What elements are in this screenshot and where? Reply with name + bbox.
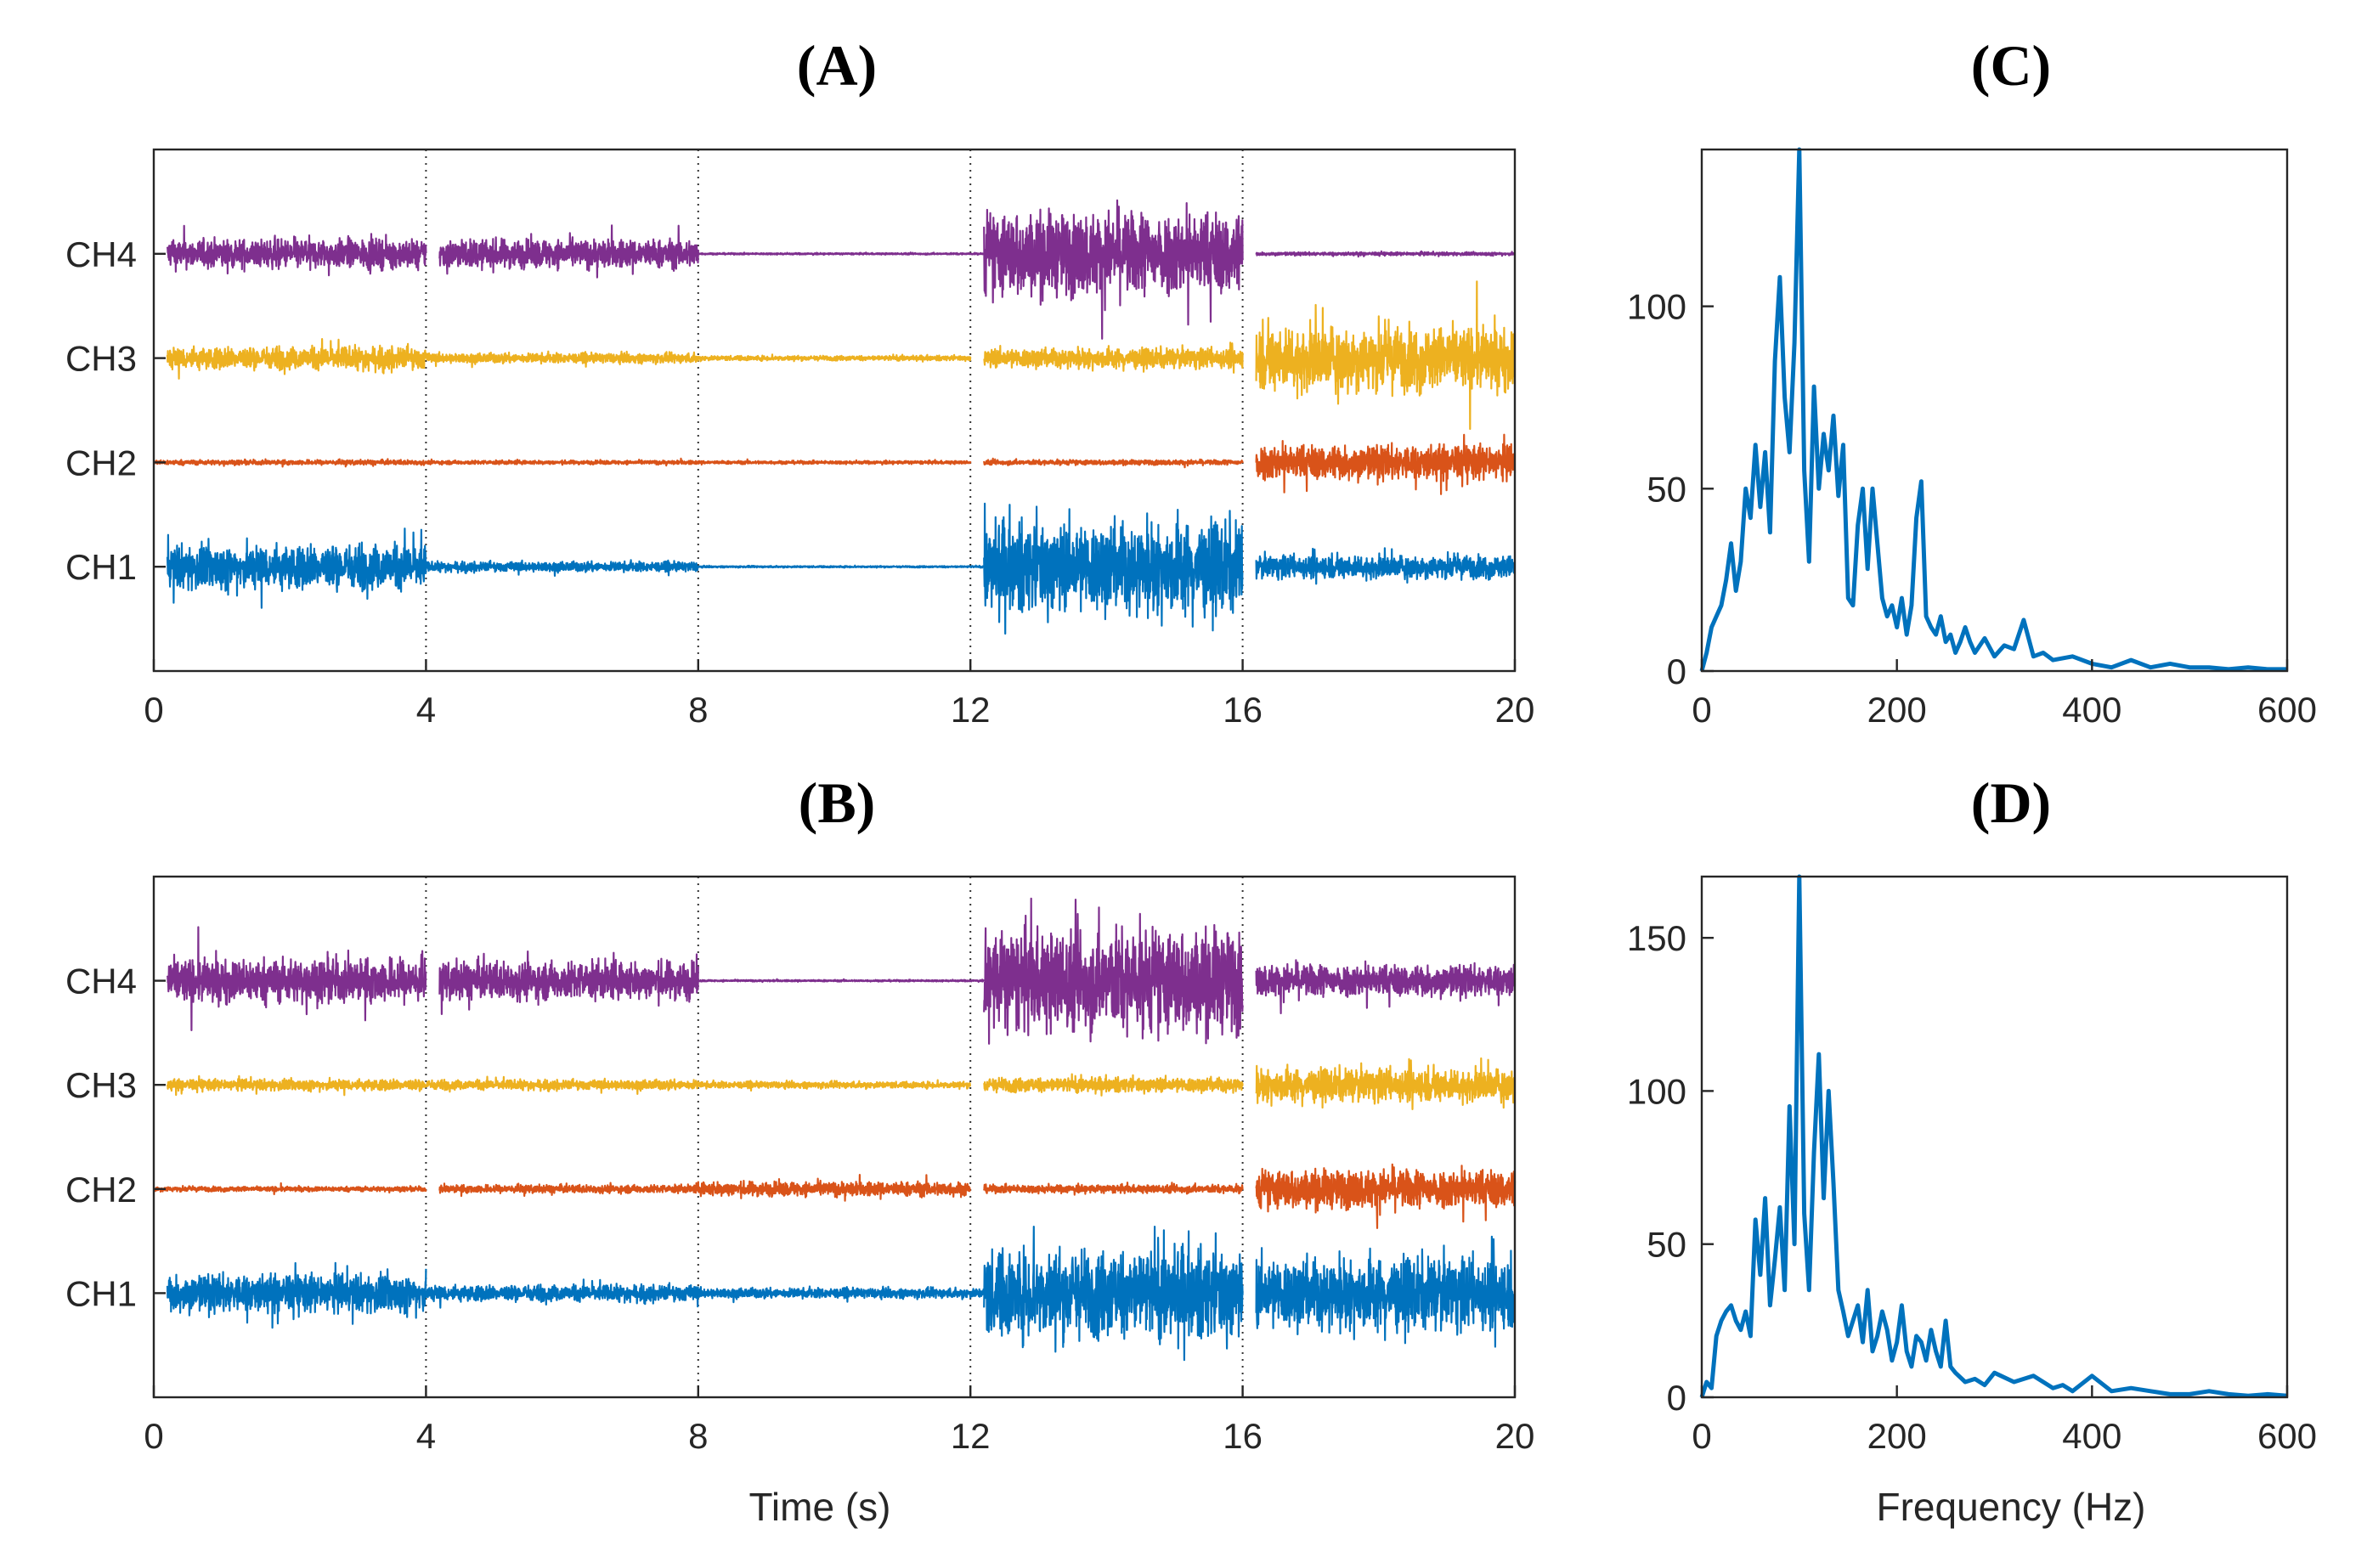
trace-a-ch3 bbox=[166, 280, 1517, 431]
trace-a-ch4 bbox=[166, 199, 1517, 340]
channel-label-b-ch1: CH1 bbox=[65, 1273, 137, 1313]
axes-frame-c bbox=[1700, 148, 2289, 673]
ytick-label-d-0: 0 bbox=[1667, 1378, 1686, 1418]
xtick-label-a-5: 20 bbox=[1495, 690, 1535, 730]
xtick-label-a-1: 4 bbox=[416, 690, 436, 730]
trace-b-ch2 bbox=[153, 1163, 1517, 1229]
xtick-label-a-4: 16 bbox=[1223, 690, 1263, 730]
trace-a-ch1 bbox=[166, 502, 1517, 635]
ytick-label-c-0: 0 bbox=[1667, 651, 1686, 691]
xtick-label-c-2: 400 bbox=[2062, 690, 2121, 730]
xtick-label-a-3: 12 bbox=[951, 690, 991, 730]
ytick-label-c-2: 100 bbox=[1627, 287, 1686, 327]
channel-label-a-ch4: CH4 bbox=[65, 234, 137, 274]
axes-frame-a bbox=[152, 148, 1517, 673]
trace-b-ch1 bbox=[166, 1226, 1516, 1362]
xtick-label-a-0: 0 bbox=[144, 690, 163, 730]
ytick-label-d-1: 50 bbox=[1647, 1225, 1686, 1265]
spectrum-line-c bbox=[1699, 147, 2287, 672]
ytick-label-d-3: 150 bbox=[1627, 918, 1686, 958]
plots-layer: CH4 CH3 CH2 CH1 0 4 8 12 16 20 CH4 CH3 CH2 CH1 0 4 8 12 16… bbox=[65, 147, 2317, 1456]
trace-b-ch3 bbox=[166, 1057, 1517, 1110]
xtick-label-b-0: 0 bbox=[144, 1416, 163, 1456]
xtick-label-b-5: 20 bbox=[1495, 1416, 1535, 1456]
xtick-label-b-4: 16 bbox=[1223, 1416, 1263, 1456]
axes-frame-b bbox=[152, 875, 1517, 1399]
xtick-label-b-3: 12 bbox=[951, 1416, 991, 1456]
spectrum-line-d bbox=[1699, 874, 2288, 1398]
xtick-label-d-0: 0 bbox=[1692, 1416, 1711, 1456]
xtick-label-c-3: 600 bbox=[2257, 690, 2317, 730]
x-axis-label-frequency: Frequency (Hz) bbox=[1877, 1485, 2146, 1529]
channel-label-a-ch2: CH2 bbox=[65, 443, 137, 482]
xtick-label-a-2: 8 bbox=[688, 690, 708, 730]
panel-title-d: (D) bbox=[1971, 770, 2051, 835]
channel-label-b-ch2: CH2 bbox=[65, 1170, 137, 1210]
trace-a-ch2 bbox=[152, 433, 1517, 495]
axes-frame-d bbox=[1700, 875, 2289, 1399]
xtick-label-d-2: 400 bbox=[2062, 1416, 2121, 1456]
xtick-label-c-0: 0 bbox=[1692, 690, 1711, 730]
xtick-label-d-1: 200 bbox=[1867, 1416, 1927, 1456]
channel-label-b-ch4: CH4 bbox=[65, 962, 137, 1001]
xtick-label-b-2: 8 bbox=[688, 1416, 708, 1456]
panel-title-b: (B) bbox=[799, 770, 876, 835]
panel-title-c: (C) bbox=[1971, 33, 2051, 98]
panel-title-a: (A) bbox=[797, 33, 877, 98]
xtick-label-c-1: 200 bbox=[1867, 690, 1927, 730]
xtick-label-b-1: 4 bbox=[416, 1416, 436, 1456]
channel-label-a-ch3: CH3 bbox=[65, 339, 137, 379]
channel-label-b-ch3: CH3 bbox=[65, 1065, 137, 1105]
ytick-label-c-1: 50 bbox=[1647, 469, 1686, 509]
trace-b-ch4 bbox=[166, 897, 1517, 1045]
xtick-label-d-3: 600 bbox=[2257, 1416, 2317, 1456]
channel-label-a-ch1: CH1 bbox=[65, 547, 137, 587]
x-axis-label-time: Time (s) bbox=[749, 1485, 891, 1529]
ytick-label-d-2: 100 bbox=[1627, 1071, 1686, 1111]
